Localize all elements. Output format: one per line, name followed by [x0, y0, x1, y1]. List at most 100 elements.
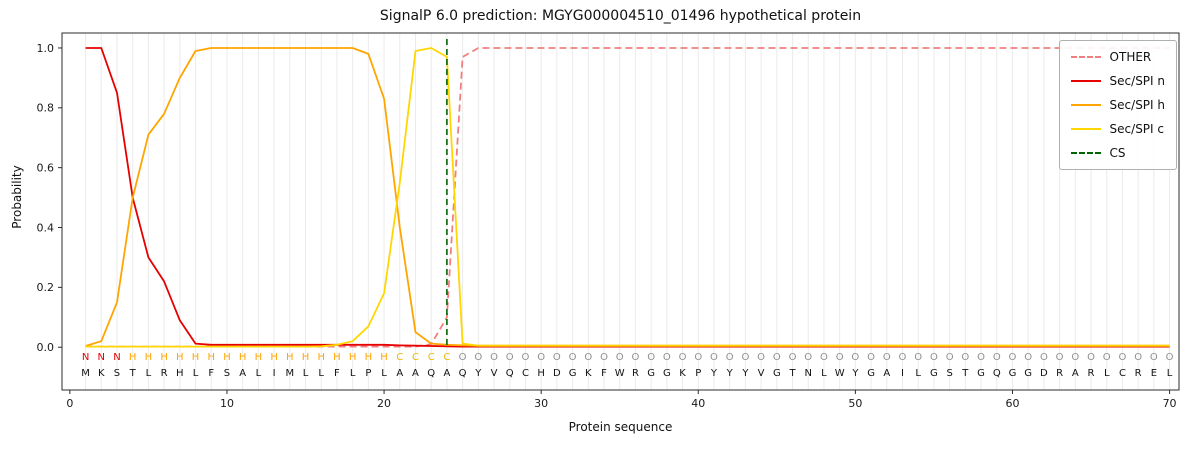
region-letter: N: [98, 352, 105, 363]
region-letter: H: [349, 352, 357, 363]
region-letter: O: [1087, 352, 1095, 363]
residue-letter: L: [1167, 368, 1173, 379]
x-tick-label: 70: [1163, 397, 1177, 410]
region-letter: O: [553, 352, 561, 363]
region-letter: O: [789, 352, 797, 363]
series-line-other: [85, 47, 1170, 348]
residue-letter: L: [1104, 368, 1110, 379]
region-letter: O: [946, 352, 954, 363]
residue-letter: R: [632, 368, 639, 379]
region-letter: O: [569, 352, 577, 363]
region-letter: O: [977, 352, 985, 363]
legend-item-sec-spi-n: Sec/SPI n: [1070, 74, 1165, 88]
residue-letter: A: [412, 368, 419, 379]
legend-line-sec-spi-h: [1070, 104, 1101, 106]
residue-letter: I: [273, 368, 276, 379]
region-letter: O: [474, 352, 482, 363]
x-tick-label: 40: [691, 397, 705, 410]
residue-letter: G: [663, 368, 671, 379]
legend-label-sec-spi-h: Sec/SPI h: [1109, 98, 1165, 112]
region-letter: O: [1150, 352, 1158, 363]
legend-item-cs: CS: [1070, 146, 1165, 160]
residue-letter: S: [224, 368, 230, 379]
residue-letter: W: [615, 368, 625, 379]
region-letter: O: [663, 352, 671, 363]
plot-border: [61, 32, 1180, 391]
region-letter: O: [1024, 352, 1032, 363]
x-tick-label: 20: [377, 397, 391, 410]
residue-letter: K: [679, 368, 686, 379]
region-letter: O: [1134, 352, 1142, 363]
residue-letter: C: [522, 368, 529, 379]
region-letter: H: [223, 352, 231, 363]
x-tick-label: 0: [66, 397, 73, 410]
region-letter: O: [883, 352, 891, 363]
residue-letter: T: [788, 368, 796, 379]
legend-label-other: OTHER: [1109, 50, 1152, 64]
residue-letter: A: [883, 368, 890, 379]
residue-letter: L: [303, 368, 309, 379]
region-letter: H: [365, 352, 373, 363]
residue-letter: F: [334, 368, 340, 379]
region-letter: N: [113, 352, 120, 363]
residue-letter: Y: [474, 368, 482, 379]
region-letter: O: [899, 352, 907, 363]
region-letter: O: [1040, 352, 1048, 363]
residue-letter: H: [537, 368, 545, 379]
region-letter: O: [1166, 352, 1174, 363]
region-letter: C: [428, 352, 435, 363]
region-letter: H: [160, 352, 168, 363]
residue-letter: Q: [506, 368, 514, 379]
region-letter: H: [270, 352, 278, 363]
residue-letter: Y: [851, 368, 859, 379]
region-letter: O: [914, 352, 922, 363]
residue-letter: S: [114, 368, 120, 379]
residue-letter: F: [601, 368, 607, 379]
legend-label-sec-spi-c: Sec/SPI c: [1109, 122, 1164, 136]
residue-letter: W: [835, 368, 845, 379]
region-letter: H: [317, 352, 325, 363]
residue-letter: K: [585, 368, 592, 379]
residue-letter: G: [1009, 368, 1017, 379]
residue-letter: L: [915, 368, 921, 379]
region-letter: O: [1009, 352, 1017, 363]
legend-line-sec-spi-n: [1070, 80, 1101, 82]
region-letter: O: [820, 352, 828, 363]
x-tick-label: 60: [1005, 397, 1019, 410]
region-letter: H: [129, 352, 137, 363]
residue-letter: V: [758, 368, 765, 379]
region-letter: C: [443, 352, 450, 363]
residue-letter: A: [239, 368, 246, 379]
legend: OTHER Sec/SPI n Sec/SPI h Sec/SPI c CS: [1058, 40, 1177, 170]
x-axis-label: Protein sequence: [568, 420, 673, 434]
residue-letter: S: [946, 368, 952, 379]
region-letter: O: [490, 352, 498, 363]
residue-letter: T: [961, 368, 969, 379]
residue-letter: D: [553, 368, 561, 379]
series-line-sec-spi-n: [85, 47, 1170, 348]
residue-letter: G: [647, 368, 655, 379]
residue-letter: Q: [993, 368, 1001, 379]
residue-letter: V: [491, 368, 498, 379]
residue-letter: Q: [427, 368, 435, 379]
x-tick-label: 10: [220, 397, 234, 410]
x-tick-label: 50: [848, 397, 862, 410]
residue-letter: G: [773, 368, 781, 379]
region-letter: O: [773, 352, 781, 363]
region-letter: C: [412, 352, 419, 363]
residue-letter: Y: [741, 368, 749, 379]
region-letter: C: [396, 352, 403, 363]
residue-letter: P: [365, 368, 371, 379]
residue-letter: G: [1024, 368, 1032, 379]
residue-letter: A: [443, 368, 450, 379]
residue-letter: M: [81, 368, 90, 379]
residue-letter: G: [977, 368, 985, 379]
region-letter: H: [176, 352, 184, 363]
series-line-sec-spi-c: [85, 47, 1170, 348]
residue-letter: G: [867, 368, 875, 379]
region-letter: O: [757, 352, 765, 363]
region-letter: O: [459, 352, 467, 363]
legend-item-sec-spi-c: Sec/SPI c: [1070, 122, 1165, 136]
